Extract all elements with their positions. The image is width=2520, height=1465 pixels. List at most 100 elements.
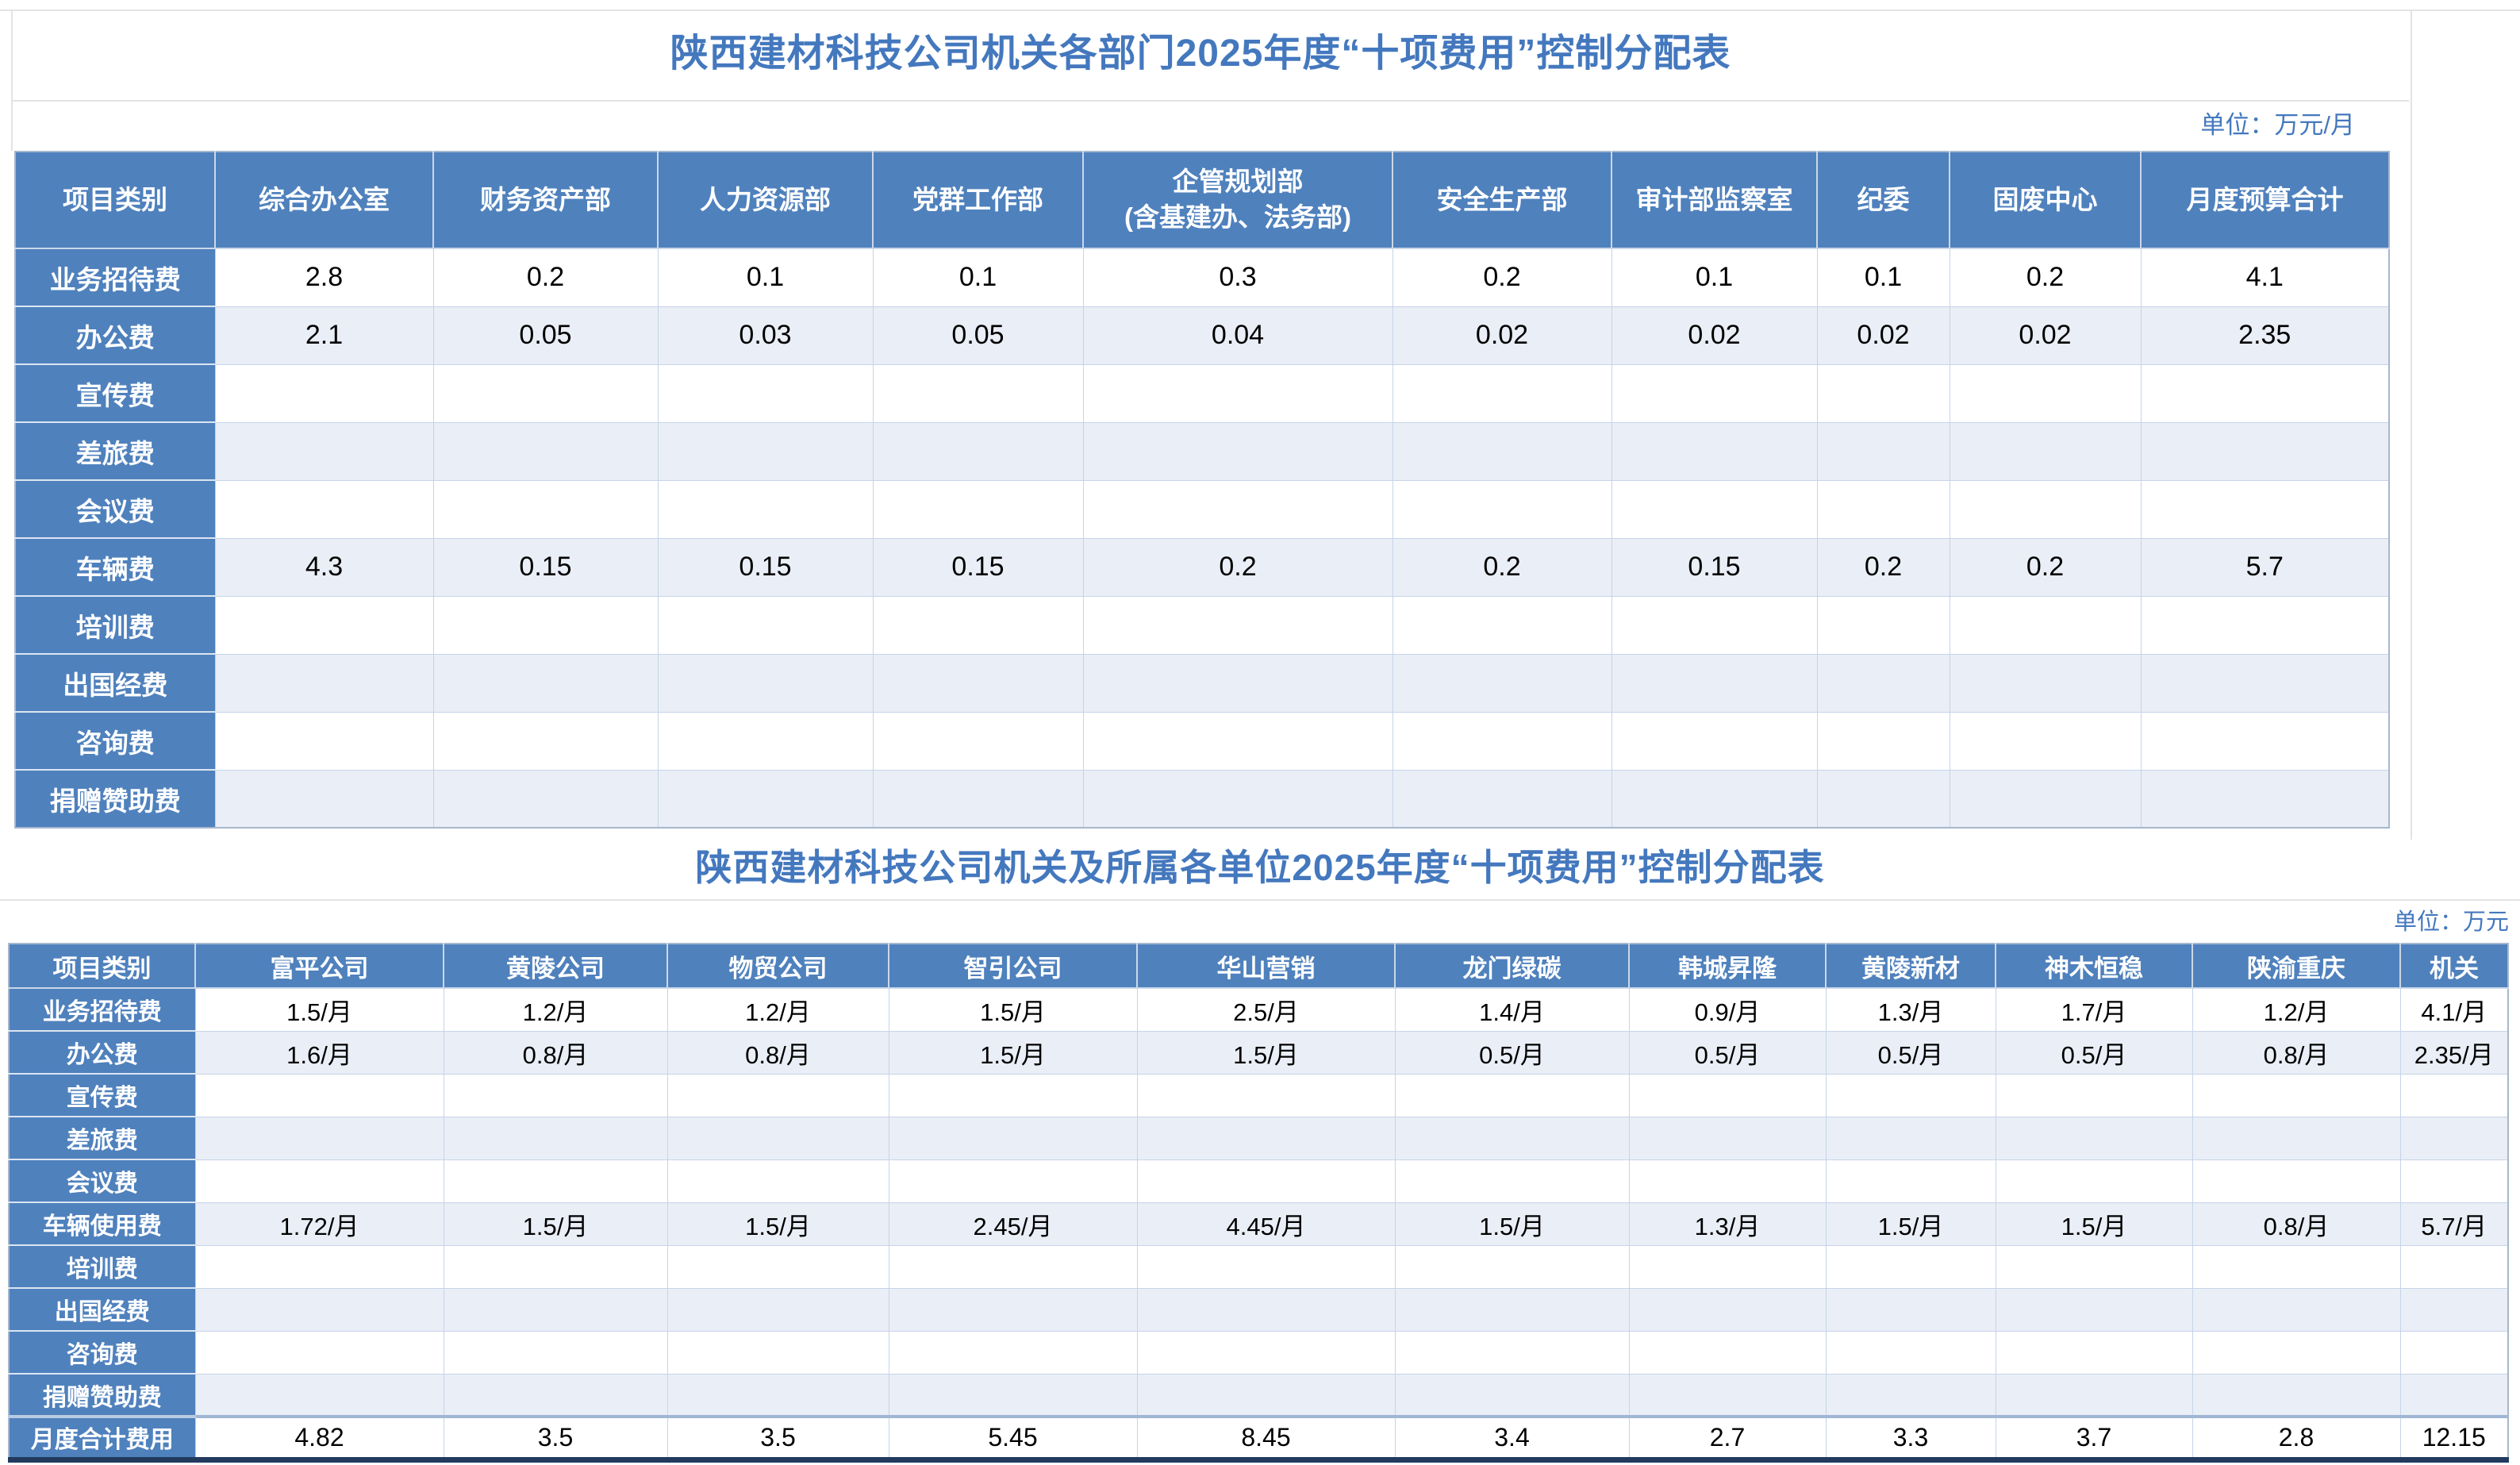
data-cell <box>194 1073 444 1117</box>
data-cell <box>194 1373 444 1417</box>
column-header: 党群工作部 <box>872 152 1083 249</box>
table-row: 差旅费 <box>15 421 2390 481</box>
data-cell <box>1949 363 2142 423</box>
data-cell <box>1995 1287 2193 1332</box>
table-row: 咨询费 <box>9 1330 2509 1375</box>
data-cell <box>2192 1244 2401 1289</box>
data-cell <box>1394 1287 1630 1332</box>
column-header: 审计部监察室 <box>1611 152 1817 249</box>
data-cell <box>1082 711 1393 771</box>
data-cell: 0.2 <box>1949 248 2142 307</box>
data-cell: 0.05 <box>432 306 659 365</box>
data-cell: 2.7 <box>1628 1415 1827 1460</box>
data-cell <box>1628 1287 1827 1332</box>
data-cell <box>1816 711 1950 771</box>
data-cell <box>1392 479 1612 539</box>
table2-title: 陕西建材科技公司机关及所属各单位2025年度“十项费用”控制分配表 <box>695 847 1825 888</box>
data-cell <box>657 595 874 655</box>
data-cell <box>1825 1330 1996 1375</box>
data-cell: 2.1 <box>214 306 434 365</box>
data-cell <box>1136 1330 1396 1375</box>
table-row: 捐赠赞助费 <box>9 1373 2509 1417</box>
data-cell <box>194 1287 444 1332</box>
data-cell: 0.8/月 <box>666 1030 889 1075</box>
table-row: 宣传费 <box>15 363 2390 423</box>
column-header: 陕渝重庆 <box>2192 944 2400 989</box>
data-cell <box>657 421 874 481</box>
row-label: 业务招待费 <box>9 988 195 1031</box>
data-cell: 0.5/月 <box>1825 1030 1996 1075</box>
sheet-gridline-under-title1 <box>11 100 2409 102</box>
data-cell <box>657 479 874 539</box>
data-cell: 0.2 <box>1392 248 1612 307</box>
data-cell <box>1394 1159 1630 1203</box>
data-cell <box>2140 479 2390 539</box>
data-cell <box>2140 363 2390 423</box>
data-cell <box>214 363 434 423</box>
data-cell: 1.2/月 <box>666 987 889 1032</box>
data-cell: 4.1 <box>2140 248 2390 307</box>
data-cell: 4.82 <box>194 1415 444 1460</box>
data-cell <box>1825 1244 1996 1289</box>
data-cell: 0.1 <box>1611 248 1818 307</box>
row-label: 咨询费 <box>15 711 215 770</box>
data-cell <box>872 595 1084 655</box>
data-cell: 3.7 <box>1995 1415 2193 1460</box>
table-row: 捐赠赞助费 <box>15 769 2390 829</box>
data-cell: 5.7/月 <box>2399 1202 2509 1246</box>
row-label: 车辆费 <box>15 537 215 596</box>
data-cell <box>1136 1244 1396 1289</box>
table-row: 培训费 <box>9 1244 2509 1289</box>
data-cell: 3.3 <box>1825 1415 1996 1460</box>
data-cell: 2.8 <box>2192 1415 2401 1460</box>
data-cell <box>1995 1116 2193 1160</box>
data-cell <box>214 769 434 829</box>
data-cell <box>443 1073 668 1117</box>
data-cell: 1.5/月 <box>1394 1202 1630 1246</box>
column-header: 综合办公室 <box>214 152 433 249</box>
row-label: 出国经费 <box>9 1287 195 1331</box>
table-row: 差旅费 <box>9 1116 2509 1160</box>
sheet-gridline-top <box>0 10 2520 11</box>
data-cell <box>443 1159 668 1203</box>
data-cell <box>1628 1159 1827 1203</box>
data-cell: 0.15 <box>657 537 874 597</box>
data-cell: 0.02 <box>1392 306 1612 365</box>
data-cell: 0.15 <box>1611 537 1818 597</box>
data-cell <box>888 1373 1138 1417</box>
data-cell <box>888 1116 1138 1160</box>
column-header: 神木恒稳 <box>1995 944 2192 989</box>
table-row: 办公费 1.6/月 0.8/月 0.8/月 1.5/月 1.5/月 0.5/月 0.5/月 0.… <box>9 1030 2509 1075</box>
corner-header: 项目类别 <box>15 152 215 249</box>
data-cell <box>1995 1330 2193 1375</box>
data-cell: 0.8/月 <box>443 1030 668 1075</box>
data-cell: 5.7 <box>2140 537 2390 597</box>
data-cell <box>1816 363 1950 423</box>
data-cell <box>432 421 659 481</box>
data-cell: 0.05 <box>872 306 1084 365</box>
data-cell <box>2399 1159 2509 1203</box>
data-cell <box>888 1244 1138 1289</box>
data-cell <box>2140 421 2390 481</box>
data-cell <box>666 1330 889 1375</box>
data-cell: 0.2 <box>1816 537 1950 597</box>
table-row: 宣传费 <box>9 1073 2509 1117</box>
data-cell: 0.9/月 <box>1628 987 1827 1032</box>
data-cell <box>872 479 1084 539</box>
data-cell: 1.5/月 <box>1136 1030 1396 1075</box>
table-row: 咨询费 <box>15 711 2390 771</box>
column-header: 月度预算合计 <box>2140 152 2389 249</box>
row-label: 捐赠赞助费 <box>9 1373 195 1417</box>
data-cell: 1.2/月 <box>2192 987 2401 1032</box>
data-cell <box>1995 1073 2193 1117</box>
row-label: 会议费 <box>9 1159 195 1202</box>
data-cell <box>1136 1373 1396 1417</box>
table-row: 车辆使用费 1.72/月 1.5/月 1.5/月 2.45/月 4.45/月 1.5/月 1.… <box>9 1202 2509 1246</box>
data-cell: 1.5/月 <box>1825 1202 1996 1246</box>
data-cell <box>2140 595 2390 655</box>
data-cell: 0.3 <box>1082 248 1393 307</box>
table2-unit-label: 单位：万元 <box>2393 909 2509 935</box>
data-cell <box>2192 1159 2401 1203</box>
data-cell <box>2399 1373 2509 1417</box>
data-cell: 1.6/月 <box>194 1030 444 1075</box>
